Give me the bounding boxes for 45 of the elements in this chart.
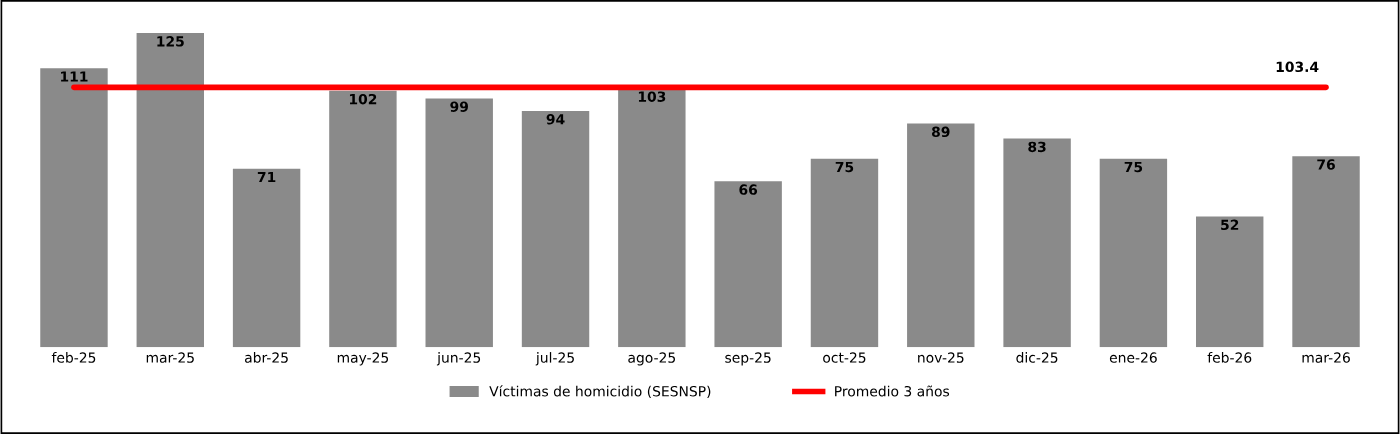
bar — [40, 68, 108, 348]
data-label: 111 — [61, 71, 88, 82]
bar — [329, 90, 397, 348]
legend-label: Víctimas de homicidio (SESNSP) — [489, 385, 711, 399]
data-label: 75 — [835, 161, 854, 173]
data-label: 125 — [157, 36, 184, 47]
x-tick-label: dic-25 — [1016, 352, 1058, 363]
data-label: 66 — [739, 184, 758, 195]
bar — [425, 98, 493, 348]
x-tick-label: mar-26 — [1302, 352, 1350, 363]
x-tick-label: abr-25 — [245, 352, 288, 363]
data-label: 103.4 — [1276, 61, 1319, 73]
x-tick-label: jul-25 — [535, 352, 574, 366]
x-tick-label: sep-25 — [725, 352, 771, 366]
data-label: 75 — [1124, 161, 1143, 173]
bar — [1292, 156, 1360, 348]
bar — [1196, 216, 1264, 348]
bar — [136, 33, 204, 348]
x-tick-label: jun-25 — [436, 352, 481, 366]
x-tick-label: oct-25 — [823, 352, 866, 363]
bar — [232, 168, 301, 348]
data-label: 99 — [450, 101, 468, 112]
bar — [1003, 138, 1071, 348]
bar — [907, 123, 975, 348]
data-label: 94 — [546, 114, 565, 125]
data-label: 76 — [1317, 159, 1335, 170]
x-tick-label: nov-25 — [918, 352, 964, 363]
data-label: 103 — [638, 91, 666, 102]
bar — [1099, 158, 1168, 348]
x-tick-label: feb-26 — [1207, 352, 1252, 363]
bar — [714, 181, 782, 348]
x-tick-label: ago-25 — [628, 352, 676, 366]
data-label: 83 — [1028, 141, 1046, 153]
data-label: 102 — [349, 93, 377, 105]
legend-label: Promedio 3 años — [835, 385, 950, 397]
bar — [521, 110, 590, 348]
data-label: 71 — [257, 171, 276, 183]
x-tick-label: may-25 — [337, 352, 389, 366]
x-tick-label: mar-25 — [146, 352, 194, 363]
data-label: 52 — [1221, 219, 1239, 231]
bar — [810, 158, 879, 348]
data-label: 89 — [931, 126, 950, 138]
x-tick-label: ene-26 — [1109, 352, 1157, 363]
x-tick-label: feb-25 — [51, 352, 96, 363]
bar — [618, 88, 686, 348]
